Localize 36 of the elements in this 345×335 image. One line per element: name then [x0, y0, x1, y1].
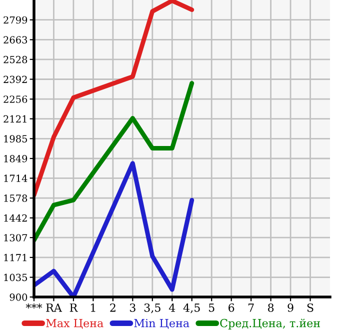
- y-tick-label: 1307: [4, 234, 28, 242]
- line-series: [34, 161, 194, 297]
- x-tick-label: 8: [268, 303, 274, 312]
- y-tick-label: 1442: [4, 214, 27, 222]
- y-tick-label: 1985: [4, 135, 27, 142]
- y-tick-label: 1578: [4, 194, 28, 202]
- y-tick-label: 1171: [4, 254, 26, 262]
- y-tick-label: 2528: [4, 56, 28, 64]
- line-series: [34, 80, 194, 242]
- line-series: [34, 0, 194, 198]
- legend-label: Сред.Цена, т.йен: [220, 318, 320, 330]
- y-tick-label: 2256: [4, 96, 28, 103]
- x-tick-label: RA: [46, 304, 62, 312]
- x-tick-label: 1: [91, 303, 96, 312]
- y-tick-label: 900: [10, 293, 28, 301]
- x-tick-label: 5: [209, 304, 214, 312]
- x-tick-label: 6: [228, 303, 234, 312]
- y-tick-label: 1849: [4, 154, 28, 162]
- x-tick-label: S: [307, 303, 314, 312]
- y-tick-label: 2121: [4, 115, 26, 122]
- y-tick-label: 1035: [4, 274, 27, 282]
- x-tick-label: 4: [168, 303, 176, 312]
- x-tick-label: 2: [110, 303, 116, 312]
- y-tick-label: 2799: [4, 16, 28, 24]
- x-tick-label: 3,5: [144, 303, 160, 314]
- x-tick-label: ***: [26, 303, 42, 308]
- legend-label: Min Цена: [134, 318, 190, 329]
- legend-label: Max Цена: [46, 319, 104, 329]
- x-tick-label: 7: [248, 304, 254, 312]
- x-tick-label: 4,5: [183, 303, 200, 314]
- x-tick-label: 9: [288, 303, 294, 312]
- y-tick-label: 2392: [4, 76, 27, 84]
- x-tick-label: R: [70, 304, 78, 312]
- y-tick-label: 2663: [4, 36, 28, 44]
- x-tick-label: 3: [130, 303, 136, 312]
- y-tick-label: 1714: [4, 174, 28, 182]
